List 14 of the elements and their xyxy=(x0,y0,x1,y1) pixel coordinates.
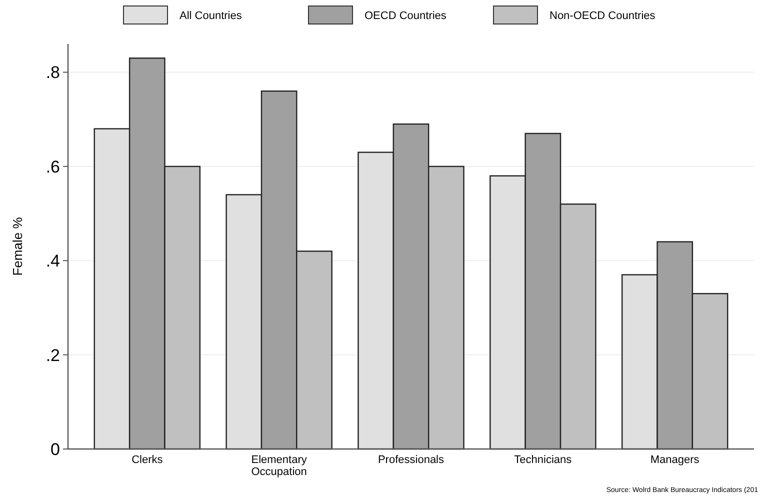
y-tick-label: .4 xyxy=(46,252,60,271)
y-tick-label: .6 xyxy=(46,157,60,176)
legend-label: All Countries xyxy=(180,10,242,22)
x-tick-label: Professionals xyxy=(378,454,445,466)
legend-label: Non-OECD Countries xyxy=(550,10,656,22)
y-axis-title: Female % xyxy=(10,216,25,276)
x-tick-label: Clerks xyxy=(132,454,164,466)
x-tick-label: Technicians xyxy=(514,454,572,466)
y-tick-label: 0 xyxy=(50,440,60,459)
y-tick-label: .2 xyxy=(46,346,60,365)
x-tick-label: Elementary Occupation xyxy=(251,454,308,478)
legend-label: OECD Countries xyxy=(364,10,447,22)
y-tick-label: .8 xyxy=(46,63,60,82)
x-tick-label: Managers xyxy=(650,454,700,466)
